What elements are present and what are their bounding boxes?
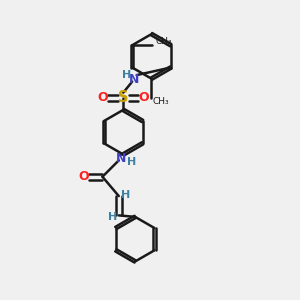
Text: S: S [118,91,128,106]
Text: H: H [122,70,131,80]
Text: CH₃: CH₃ [155,37,172,46]
Text: N: N [129,73,140,86]
Text: H: H [108,212,117,222]
Text: H: H [121,190,130,200]
Text: H: H [127,157,136,167]
Text: O: O [78,170,89,183]
Text: CH₃: CH₃ [153,97,169,106]
Text: N: N [116,152,126,164]
Text: O: O [98,92,108,104]
Text: O: O [138,92,149,104]
